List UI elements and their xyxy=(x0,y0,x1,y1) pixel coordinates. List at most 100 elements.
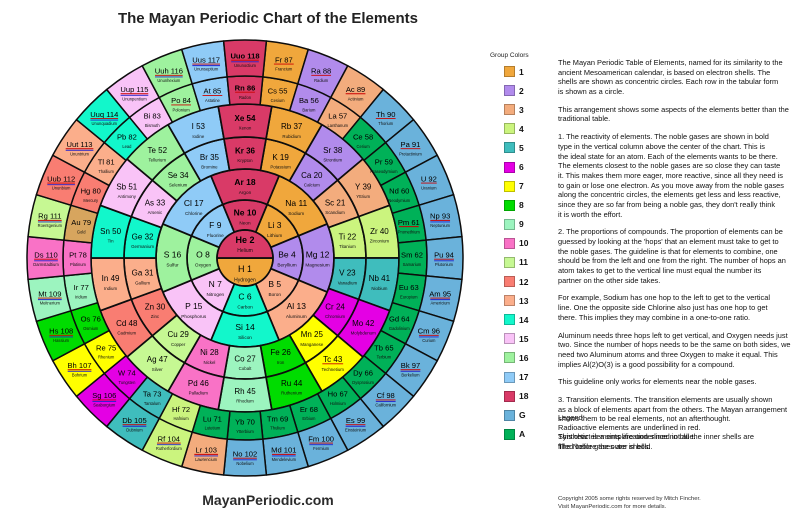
svg-text:Titanium: Titanium xyxy=(339,244,356,249)
svg-text:Hg 80: Hg 80 xyxy=(81,187,101,196)
group-colors-title: Group Colors xyxy=(490,52,529,59)
group-color-label: 2 xyxy=(519,85,524,96)
svg-text:Cl 17: Cl 17 xyxy=(184,198,204,208)
svg-text:Li 3: Li 3 xyxy=(268,220,282,230)
svg-text:Thallium: Thallium xyxy=(98,169,114,174)
svg-text:Gadolinium: Gadolinium xyxy=(389,326,410,331)
group-color-item: 4 xyxy=(490,119,550,138)
description-paragraph: This arrangement shows some aspects of t… xyxy=(558,104,789,124)
svg-text:Osmium: Osmium xyxy=(83,326,99,331)
svg-text:Np 93: Np 93 xyxy=(430,212,450,221)
svg-text:Co 27: Co 27 xyxy=(234,355,256,364)
svg-text:Strontium: Strontium xyxy=(323,158,342,163)
svg-text:Ho 67: Ho 67 xyxy=(328,389,348,398)
svg-text:Beryllium: Beryllium xyxy=(277,263,296,268)
group-color-label: 14 xyxy=(519,314,529,325)
svg-text:Radium: Radium xyxy=(314,78,329,83)
group-color-label: 6 xyxy=(519,162,524,173)
svg-text:Pd 46: Pd 46 xyxy=(188,379,209,388)
svg-text:Thorium: Thorium xyxy=(378,121,394,126)
svg-text:Pr 59: Pr 59 xyxy=(375,158,393,167)
element-Fr: Fr 87 Francium xyxy=(262,40,310,85)
group-color-item: 5 xyxy=(490,138,550,157)
group-color-label: G xyxy=(519,410,526,421)
svg-text:Zn 30: Zn 30 xyxy=(145,303,166,312)
svg-text:Rb 37: Rb 37 xyxy=(281,122,303,131)
svg-text:Iron: Iron xyxy=(277,360,285,365)
svg-text:Germanium: Germanium xyxy=(131,244,154,249)
svg-text:Er 68: Er 68 xyxy=(300,405,318,414)
group-color-swatch xyxy=(504,85,515,97)
svg-text:Lu 71: Lu 71 xyxy=(203,414,222,423)
element-Es: Es 99 Einsteinium xyxy=(330,397,385,452)
element-Pm: Pm 61 Promethium xyxy=(391,204,427,244)
element-Ds: Ds 110 Darmstadtium xyxy=(26,235,65,281)
svg-text:Phosphorus: Phosphorus xyxy=(181,314,207,319)
svg-text:Y 39: Y 39 xyxy=(355,182,372,191)
svg-text:Kr 36: Kr 36 xyxy=(235,147,256,156)
svg-text:F 9: F 9 xyxy=(209,220,222,230)
element-Np: Np 93 Neptunium xyxy=(418,193,463,241)
svg-text:Pm 61: Pm 61 xyxy=(398,218,420,227)
group-color-swatch xyxy=(504,142,515,154)
svg-text:Yttrium: Yttrium xyxy=(356,194,370,199)
svg-text:Technetium: Technetium xyxy=(322,367,345,372)
svg-text:Nickel: Nickel xyxy=(203,360,215,365)
svg-text:Bh 107: Bh 107 xyxy=(67,361,91,370)
svg-text:Lr 103: Lr 103 xyxy=(195,446,217,455)
svg-text:Na 11: Na 11 xyxy=(285,198,307,208)
svg-text:Radon: Radon xyxy=(239,95,252,100)
svg-text:Fe 26: Fe 26 xyxy=(270,348,291,357)
svg-text:Uranium: Uranium xyxy=(421,186,437,191)
svg-text:Nb 41: Nb 41 xyxy=(369,274,391,283)
group-color-label: 9 xyxy=(519,219,524,230)
svg-text:Aluminum: Aluminum xyxy=(286,314,307,319)
group-color-label: 5 xyxy=(519,142,524,153)
svg-text:Rhenium: Rhenium xyxy=(98,355,115,360)
group-color-swatch xyxy=(504,390,515,402)
group-color-item: 8 xyxy=(490,196,550,215)
svg-text:Polonium: Polonium xyxy=(173,108,191,113)
svg-text:No 102: No 102 xyxy=(233,450,258,459)
group-color-item: 3 xyxy=(490,100,550,119)
element-Ra: Ra 88 Radium xyxy=(297,48,349,99)
svg-text:Xe 54: Xe 54 xyxy=(235,114,256,123)
svg-text:Rf 104: Rf 104 xyxy=(158,434,180,443)
svg-text:Gallium: Gallium xyxy=(135,280,150,285)
svg-text:Copper: Copper xyxy=(171,342,186,347)
group-colors-legend: Group Colors 1 2 3 4 5 6 7 8 9 10 11 12 13 14 15 16 17 18… xyxy=(490,52,550,444)
svg-text:Astatine: Astatine xyxy=(205,98,221,103)
svg-text:S 16: S 16 xyxy=(164,250,182,260)
svg-text:Yb 70: Yb 70 xyxy=(235,418,255,427)
svg-text:Fm 100: Fm 100 xyxy=(308,434,334,443)
svg-text:Re 75: Re 75 xyxy=(96,343,116,352)
description-paragraph: 3. Transition elements. The transition e… xyxy=(558,394,788,424)
svg-text:Hydrogen: Hydrogen xyxy=(234,277,256,283)
element-Sm: Sm 62 Samarium xyxy=(397,239,428,277)
svg-text:Sb 51: Sb 51 xyxy=(116,182,137,191)
svg-text:Cobalt: Cobalt xyxy=(239,366,252,371)
svg-text:Iodine: Iodine xyxy=(192,134,205,139)
svg-text:Ti 22: Ti 22 xyxy=(339,232,357,241)
svg-text:Tm 69: Tm 69 xyxy=(267,414,289,423)
element-Lr: Lr 103 Lawrencium xyxy=(180,431,228,476)
copyright-line-2: Visit MayanPeriodic.com for more details… xyxy=(558,503,667,510)
svg-text:Palladium: Palladium xyxy=(189,390,209,395)
svg-text:Tin: Tin xyxy=(108,238,114,243)
element-Xe: Xe 54 Xenon xyxy=(217,103,273,140)
group-color-swatch xyxy=(504,295,515,307)
svg-text:Gold: Gold xyxy=(77,229,86,234)
group-color-label: 18 xyxy=(519,391,529,402)
svg-text:Cf 98: Cf 98 xyxy=(377,391,395,400)
svg-text:Samarium: Samarium xyxy=(403,262,422,267)
svg-text:Si 14: Si 14 xyxy=(235,322,255,332)
svg-text:Bohrium: Bohrium xyxy=(72,372,88,377)
svg-text:Be 4: Be 4 xyxy=(278,250,296,260)
svg-text:Potassium: Potassium xyxy=(270,164,291,169)
svg-text:Pu 94: Pu 94 xyxy=(434,251,454,260)
element-Ar: Ar 18 Argon xyxy=(210,168,280,206)
svg-text:Ac 89: Ac 89 xyxy=(346,85,365,94)
svg-text:Sm 62: Sm 62 xyxy=(401,251,423,260)
group-color-label: 4 xyxy=(519,123,524,134)
svg-text:Hs 108: Hs 108 xyxy=(49,327,73,336)
